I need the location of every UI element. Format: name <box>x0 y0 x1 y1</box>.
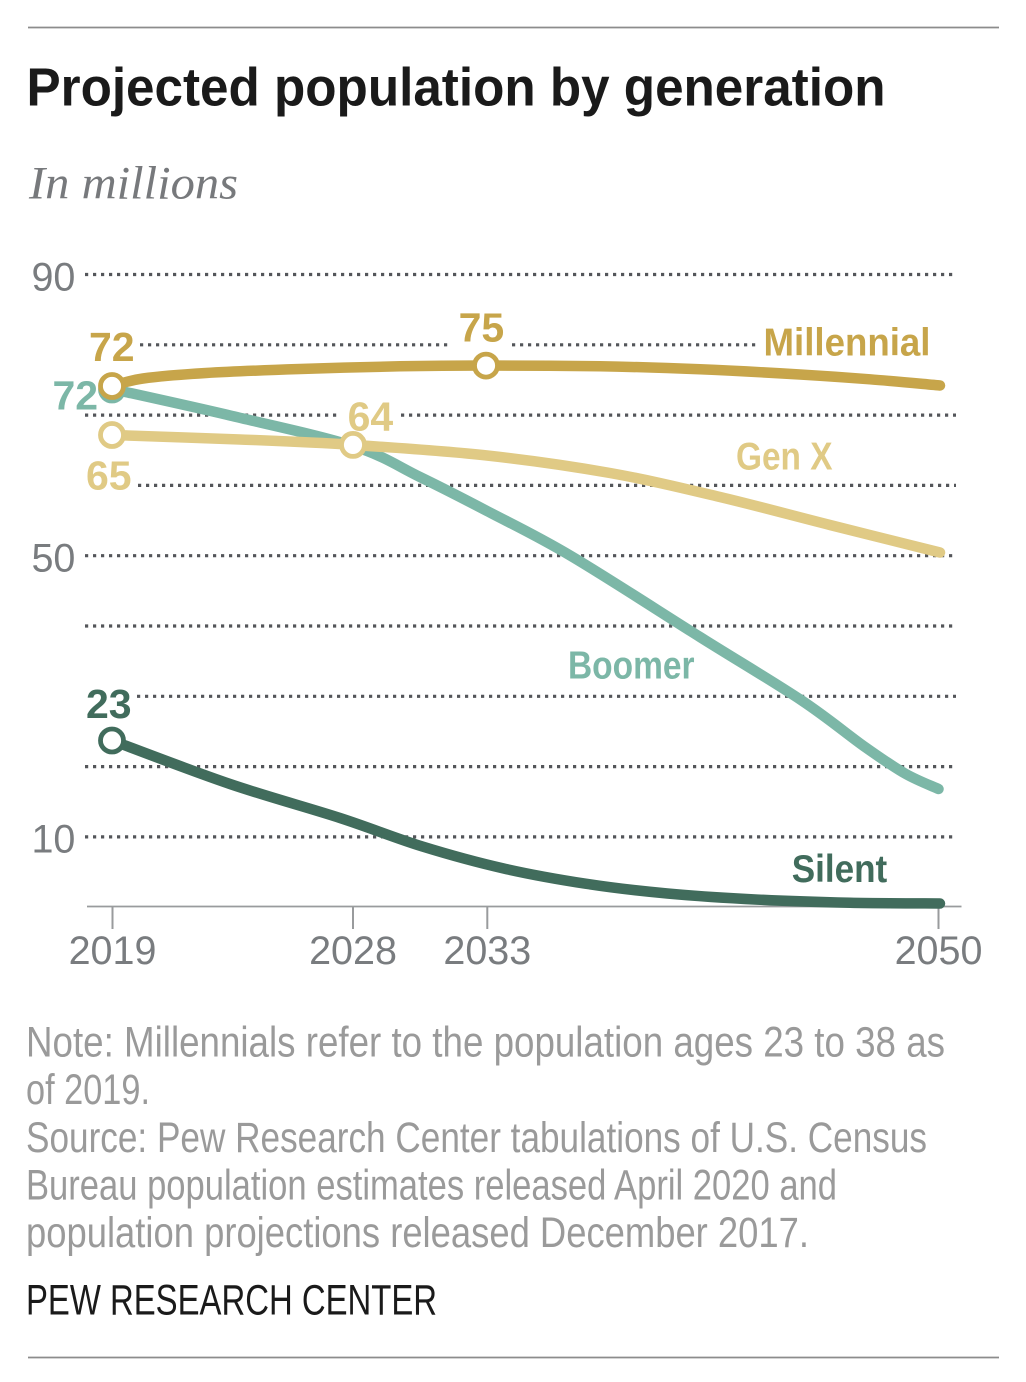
svg-text:In millions: In millions <box>28 158 238 210</box>
svg-text:10: 10 <box>31 818 75 862</box>
svg-text:PEW RESEARCH CENTER: PEW RESEARCH CENTER <box>26 1276 437 1324</box>
svg-text:2033: 2033 <box>443 929 531 973</box>
svg-text:Gen X: Gen X <box>736 436 833 479</box>
svg-text:Projected population by genera: Projected population by generation <box>27 58 886 118</box>
svg-text:2050: 2050 <box>895 929 983 973</box>
svg-text:Bureau population estimates re: Bureau population estimates released Apr… <box>26 1163 837 1210</box>
svg-text:Silent: Silent <box>792 848 888 891</box>
svg-text:75: 75 <box>459 304 505 350</box>
svg-text:Millennial: Millennial <box>764 322 931 365</box>
svg-text:72: 72 <box>89 324 135 370</box>
svg-text:23: 23 <box>86 681 132 727</box>
svg-text:2028: 2028 <box>309 929 397 973</box>
svg-text:50: 50 <box>31 537 75 581</box>
svg-text:64: 64 <box>348 394 394 440</box>
svg-text:72: 72 <box>53 373 99 419</box>
svg-text:90: 90 <box>31 255 75 299</box>
svg-text:population projections release: population projections released December… <box>26 1210 809 1257</box>
svg-text:of 2019.: of 2019. <box>26 1067 150 1114</box>
svg-text:Boomer: Boomer <box>568 644 695 687</box>
svg-text:2019: 2019 <box>69 929 157 973</box>
svg-text:Note: Millennials refer to the: Note: Millennials refer to the populatio… <box>26 1019 945 1066</box>
svg-text:65: 65 <box>86 453 132 499</box>
svg-text:Source: Pew Research Center ta: Source: Pew Research Center tabulations … <box>26 1115 927 1162</box>
